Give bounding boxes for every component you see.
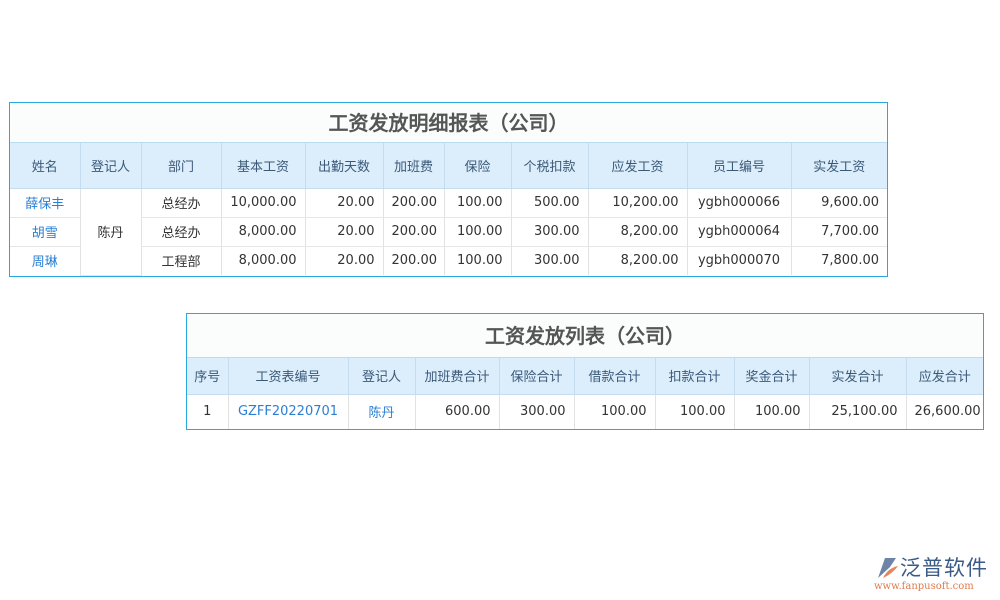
header-row: 序号 工资表编号 登记人 加班费合计 保险合计 借款合计 扣款合计 奖金合计 实… bbox=[187, 358, 983, 395]
registrar-cell: 陈丹 bbox=[80, 188, 142, 276]
attendance-cell: 20.00 bbox=[305, 217, 384, 247]
base-salary-cell: 8,000.00 bbox=[221, 217, 306, 247]
fanpusoft-logo: 泛普软件 www.fanpusoft.com bbox=[872, 552, 992, 597]
tax-cell: 300.00 bbox=[511, 217, 589, 247]
registrar-link[interactable]: 陈丹 bbox=[348, 394, 416, 429]
logo-mark-icon bbox=[878, 558, 898, 578]
gross-pay-cell: 10,200.00 bbox=[588, 188, 688, 218]
col-header: 应发合计 bbox=[906, 358, 983, 395]
insurance-cell: 100.00 bbox=[444, 188, 512, 218]
employee-name-link[interactable]: 胡雪 bbox=[10, 217, 81, 247]
overtime-cell: 200.00 bbox=[383, 188, 445, 218]
insurance-total-cell: 300.00 bbox=[499, 394, 575, 429]
col-header: 序号 bbox=[187, 358, 229, 395]
col-header: 加班费合计 bbox=[415, 358, 500, 395]
col-header: 登记人 bbox=[348, 358, 416, 395]
payroll-id-link[interactable]: GZFF20220701 bbox=[228, 394, 349, 429]
bonus-total-cell: 100.00 bbox=[734, 394, 810, 429]
net-pay-cell: 7,700.00 bbox=[791, 217, 887, 247]
overtime-cell: 200.00 bbox=[383, 246, 445, 275]
gross-pay-cell: 8,200.00 bbox=[588, 217, 688, 247]
col-header: 出勤天数 bbox=[305, 143, 384, 189]
employee-id-cell: ygbh000064 bbox=[687, 217, 792, 247]
col-header: 部门 bbox=[141, 143, 222, 189]
loan-total-cell: 100.00 bbox=[574, 394, 656, 429]
base-salary-cell: 10,000.00 bbox=[221, 188, 306, 218]
logo-name: 泛普软件 bbox=[900, 556, 988, 580]
logo-url: www.fanpusoft.com bbox=[874, 581, 974, 592]
overtime-total-cell: 600.00 bbox=[415, 394, 500, 429]
insurance-cell: 100.00 bbox=[444, 217, 512, 247]
report-title: 工资发放明细报表（公司） bbox=[10, 103, 887, 143]
net-pay-cell: 9,600.00 bbox=[791, 188, 887, 218]
report-title: 工资发放列表（公司） bbox=[187, 314, 983, 358]
employee-name-link[interactable]: 薛保丰 bbox=[10, 188, 81, 218]
col-header: 个税扣款 bbox=[511, 143, 589, 189]
employee-name-link[interactable]: 周琳 bbox=[10, 246, 81, 275]
tax-cell: 500.00 bbox=[511, 188, 589, 218]
insurance-cell: 100.00 bbox=[444, 246, 512, 275]
table-row: 薛保丰 陈丹 总经办 10,000.00 20.00 200.00 100.00… bbox=[10, 188, 887, 276]
col-header: 借款合计 bbox=[574, 358, 656, 395]
col-header: 加班费 bbox=[383, 143, 445, 189]
base-salary-cell: 8,000.00 bbox=[221, 246, 306, 275]
col-header: 基本工资 bbox=[221, 143, 306, 189]
attendance-cell: 20.00 bbox=[305, 246, 384, 275]
col-header: 姓名 bbox=[10, 143, 81, 189]
col-header: 扣款合计 bbox=[655, 358, 735, 395]
attendance-cell: 20.00 bbox=[305, 188, 384, 218]
tax-cell: 300.00 bbox=[511, 246, 589, 275]
table-row: 1 GZFF20220701 陈丹 600.00 300.00 100.00 1… bbox=[187, 394, 983, 429]
dept-cell: 总经办 bbox=[141, 188, 222, 218]
col-header: 奖金合计 bbox=[734, 358, 810, 395]
col-header: 登记人 bbox=[80, 143, 142, 189]
col-header: 保险 bbox=[444, 143, 512, 189]
deduction-total-cell: 100.00 bbox=[655, 394, 735, 429]
col-header: 实发合计 bbox=[809, 358, 907, 395]
gross-pay-cell: 8,200.00 bbox=[588, 246, 688, 275]
overtime-cell: 200.00 bbox=[383, 217, 445, 247]
col-header: 应发工资 bbox=[588, 143, 688, 189]
net-total-cell: 25,100.00 bbox=[809, 394, 907, 429]
gross-total-cell: 26,600.00 bbox=[914, 404, 981, 420]
employee-id-cell: ygbh000066 bbox=[687, 188, 792, 218]
col-header: 工资表编号 bbox=[228, 358, 349, 395]
index-cell: 1 bbox=[187, 394, 229, 429]
net-pay-cell: 7,800.00 bbox=[821, 253, 879, 269]
col-header: 实发工资 bbox=[791, 143, 887, 189]
col-header: 保险合计 bbox=[499, 358, 575, 395]
col-header: 员工编号 bbox=[687, 143, 792, 189]
table-row: 周琳 工程部 8,000.00 20.00 200.00 100.00 300.… bbox=[10, 246, 887, 275]
salary-list-report: 工资发放列表（公司） 序号 工资表编号 登记人 加班费合计 保险合计 借款合计 … bbox=[186, 313, 984, 430]
dept-cell: 总经办 bbox=[141, 217, 222, 247]
header-row: 姓名 登记人 部门 基本工资 出勤天数 加班费 保险 个税扣款 应发工资 员工编… bbox=[10, 143, 887, 189]
salary-detail-report: 工资发放明细报表（公司） 姓名 登记人 部门 基本工资 出勤天数 加班费 保险 … bbox=[9, 102, 888, 277]
employee-id-cell: ygbh000070 bbox=[687, 246, 792, 275]
dept-cell: 工程部 bbox=[141, 246, 222, 275]
table-row: 胡雪 总经办 8,000.00 20.00 200.00 100.00 300.… bbox=[10, 217, 887, 247]
